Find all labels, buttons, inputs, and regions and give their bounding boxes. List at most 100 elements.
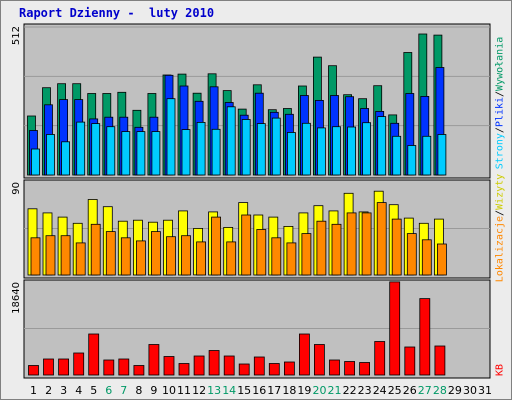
bar-kb-kb-day-12 [193,355,205,376]
bar-kb-kb-day-4 [73,352,85,376]
bar-hits-strony-day-21 [332,126,341,176]
x-tick-label-day-11: 11 [177,384,191,397]
bar-kb-kb-day-23 [359,362,371,376]
bar-kb-kb-day-16 [253,356,265,376]
bar-hits-strony-day-1 [31,148,40,176]
bar-visits-lokalizacje-day-1 [30,237,41,276]
bar-hits-strony-day-10 [166,98,176,176]
bar-visits-lokalizacje-day-28 [436,243,447,276]
bar-kb-kb-day-2 [43,358,54,376]
bar-visits-lokalizacje-day-5 [90,223,101,276]
x-tick-label-day-25: 25 [388,384,402,397]
x-tick-label-day-21: 21 [328,384,342,397]
bar-kb-kb-day-24 [374,341,386,376]
bar-kb-kb-day-6 [103,359,115,376]
x-tick-label-day-12: 12 [192,384,206,397]
legend-strony: Strony [494,133,506,170]
bar-hits-strony-day-5 [91,123,101,176]
legend-wizyty: Wizyty [494,173,506,210]
x-tick-label-day-1: 1 [30,384,37,397]
bar-visits-lokalizacje-day-14 [226,241,237,276]
bar-hits-strony-day-2 [46,134,55,176]
bar-visits-lokalizacje-day-25 [391,218,402,276]
middle-panel-legend: Lokalizacje/Wizyty [495,174,506,282]
bar-visits-lokalizacje-day-15 [241,214,252,276]
x-tick-label-day-9: 9 [150,384,157,397]
panel-hits-ymax-label: 512 [11,26,22,45]
bar-hits-strony-day-14 [226,106,236,176]
bar-visits-lokalizacje-day-22 [346,212,357,276]
bar-visits-lokalizacje-day-16 [256,229,267,276]
bar-visits-lokalizacje-day-21 [331,223,342,276]
bar-hits-strony-day-22 [347,126,357,176]
x-tick-label-day-31: 31 [478,384,492,397]
x-tick-label-day-22: 22 [343,384,357,397]
bar-kb-kb-day-5 [88,333,100,376]
x-tick-label-day-19: 19 [297,384,311,397]
bar-hits-strony-day-4 [76,121,86,176]
y-axis-labels: 512 90 18640 [11,26,22,314]
bar-hits-strony-day-6 [106,126,116,176]
x-tick-label-day-29: 29 [448,384,462,397]
bar-hits-strony-day-3 [61,141,70,176]
x-tick-label-day-16: 16 [252,384,266,397]
bar-hits-strony-day-12 [196,122,206,176]
x-tick-label-day-30: 30 [463,384,477,397]
bar-kb-kb-day-22 [344,361,356,376]
bottom-panel-legend: KB [495,364,506,376]
bar-hits-strony-day-27 [422,135,432,176]
x-tick-label-day-6: 6 [105,384,112,397]
bar-kb-kb-day-20 [313,344,325,376]
bar-hits-strony-day-16 [256,123,266,176]
bar-visits-lokalizacje-day-27 [421,239,432,276]
bar-visits-lokalizacje-day-18 [286,242,297,276]
bar-visits-lokalizacje-day-9 [150,231,161,276]
bar-visits-lokalizacje-day-2 [45,235,56,276]
bar-kb-kb-day-1 [28,365,39,376]
bar-visits-lokalizacje-day-7 [120,237,131,276]
bar-hits-strony-day-11 [181,129,191,176]
bar-kb-kb-day-19 [298,333,310,376]
x-tick-label-day-26: 26 [403,384,417,397]
x-tick-label-day-2: 2 [45,384,52,397]
x-tick-label-day-24: 24 [373,384,387,397]
x-tick-label-day-18: 18 [282,384,296,397]
bar-visits-lokalizacje-day-6 [105,231,116,276]
legend-lokalizacje: Lokalizacje [494,215,506,283]
x-tick-label-day-5: 5 [90,384,97,397]
bar-visits-lokalizacje-day-12 [196,241,207,276]
x-tick-label-day-15: 15 [237,384,251,397]
bar-kb-kb-day-7 [118,358,130,376]
bar-hits-strony-day-13 [211,128,221,176]
bar-visits-lokalizacje-day-4 [75,242,86,276]
bar-hits-strony-day-7 [121,131,131,176]
bar-hits-strony-day-23 [362,122,372,176]
legend-wywolania: Wywołania [494,36,506,91]
bar-kb-kb-day-26 [404,346,416,376]
legend-sep-1: / [494,90,506,97]
bar-kb-kb-day-8 [133,365,145,376]
bar-visits-lokalizacje-day-3 [60,235,71,276]
bar-kb-kb-day-11 [178,363,190,376]
bar-kb-kb-day-21 [329,359,340,376]
bar-hits-strony-day-25 [392,135,402,176]
bar-kb-kb-day-15 [238,363,250,376]
x-tick-label-day-3: 3 [60,384,67,397]
x-tick-label-day-4: 4 [75,384,82,397]
bar-hits-strony-day-19 [301,122,311,176]
bar-hits-strony-day-17 [271,117,281,176]
bar-kb-kb-day-14 [223,355,235,376]
bar-hits-strony-day-15 [241,119,251,176]
bar-visits-lokalizacje-day-17 [271,237,282,276]
legend-kb: KB [494,363,506,377]
bar-hits-strony-day-24 [377,116,387,176]
bar-kb-kb-day-18 [283,361,295,376]
bar-visits-lokalizacje-day-24 [376,202,387,276]
chart-bars [27,33,447,376]
bar-kb-kb-day-28 [434,345,446,376]
bar-hits-strony-day-26 [407,145,417,176]
x-tick-label-day-8: 8 [135,384,142,397]
x-tick-label-day-10: 10 [162,384,176,397]
x-tick-label-day-23: 23 [358,384,372,397]
